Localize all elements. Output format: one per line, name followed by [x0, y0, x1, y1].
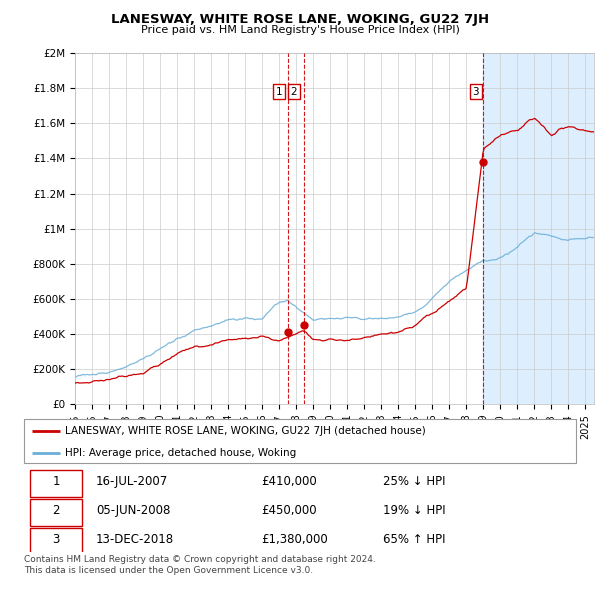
- FancyBboxPatch shape: [24, 419, 576, 463]
- Text: 25% ↓ HPI: 25% ↓ HPI: [383, 475, 445, 488]
- Text: Contains HM Land Registry data © Crown copyright and database right 2024.: Contains HM Land Registry data © Crown c…: [24, 555, 376, 563]
- Text: 65% ↑ HPI: 65% ↑ HPI: [383, 533, 445, 546]
- Text: 13-DEC-2018: 13-DEC-2018: [96, 533, 174, 546]
- FancyBboxPatch shape: [29, 527, 82, 555]
- Text: 2: 2: [290, 87, 297, 97]
- Bar: [484, 53, 594, 404]
- Text: LANESWAY, WHITE ROSE LANE, WOKING, GU22 7JH (detached house): LANESWAY, WHITE ROSE LANE, WOKING, GU22 …: [65, 426, 426, 436]
- FancyBboxPatch shape: [29, 470, 82, 497]
- Text: HPI: Average price, detached house, Woking: HPI: Average price, detached house, Woki…: [65, 448, 296, 458]
- Text: 3: 3: [472, 87, 479, 97]
- Text: LANESWAY, WHITE ROSE LANE, WOKING, GU22 7JH: LANESWAY, WHITE ROSE LANE, WOKING, GU22 …: [111, 13, 489, 26]
- Text: 3: 3: [52, 533, 60, 546]
- Text: £450,000: £450,000: [262, 504, 317, 517]
- FancyBboxPatch shape: [29, 499, 82, 526]
- Text: 2: 2: [52, 504, 60, 517]
- Text: £1,380,000: £1,380,000: [262, 533, 328, 546]
- Text: 19% ↓ HPI: 19% ↓ HPI: [383, 504, 445, 517]
- Text: £410,000: £410,000: [262, 475, 317, 488]
- Text: Price paid vs. HM Land Registry's House Price Index (HPI): Price paid vs. HM Land Registry's House …: [140, 25, 460, 35]
- Text: 1: 1: [276, 87, 283, 97]
- Text: 1: 1: [52, 475, 60, 488]
- Text: 16-JUL-2007: 16-JUL-2007: [96, 475, 168, 488]
- Text: This data is licensed under the Open Government Licence v3.0.: This data is licensed under the Open Gov…: [24, 566, 313, 575]
- Text: 05-JUN-2008: 05-JUN-2008: [96, 504, 170, 517]
